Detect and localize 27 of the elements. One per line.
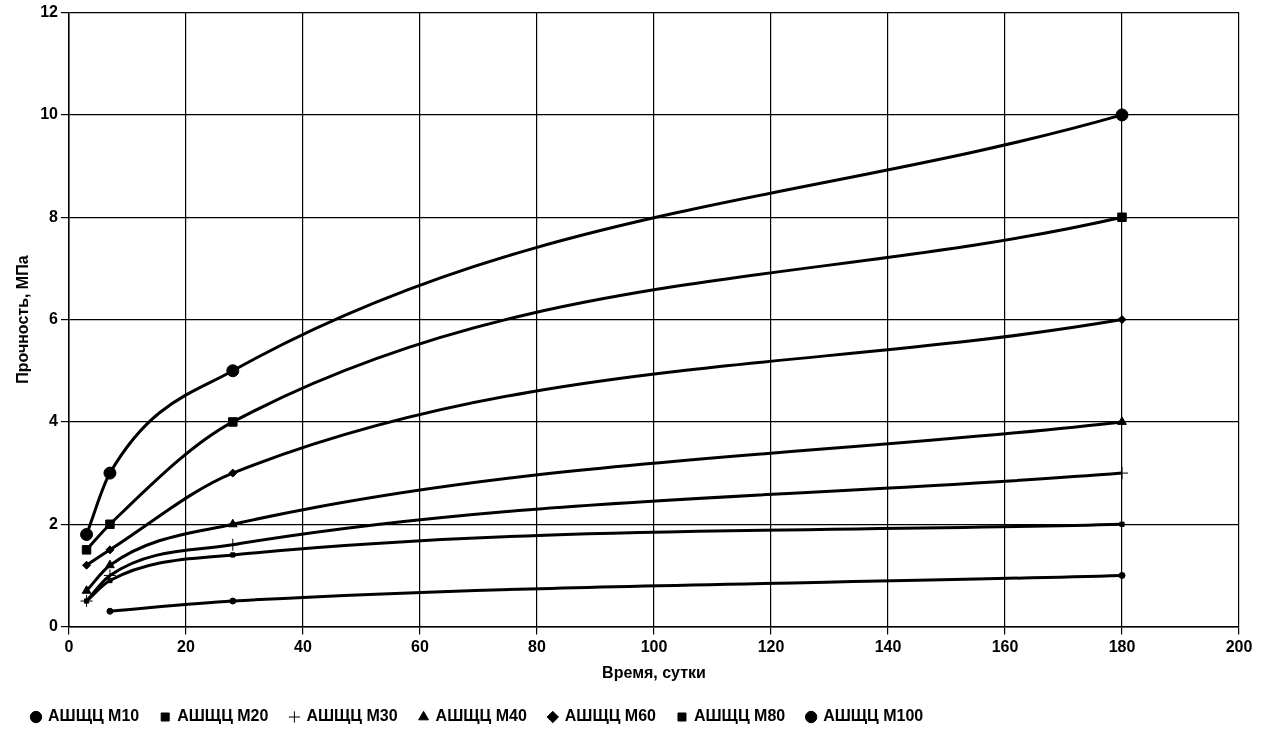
x-tick-label: 80 bbox=[528, 637, 546, 655]
x-tick-label: 20 bbox=[177, 637, 195, 655]
legend-label: АШЩЦ М30 bbox=[306, 707, 398, 725]
y-axis-title: Прочность, МПа bbox=[14, 255, 32, 384]
y-tick-label: 10 bbox=[40, 105, 59, 123]
y-tick-label: 2 bbox=[49, 514, 59, 532]
y-tick-label: 8 bbox=[49, 207, 59, 225]
legend-label: АШЩЦ М60 bbox=[564, 707, 657, 725]
legend-label: АШЩЦ М10 bbox=[48, 707, 140, 725]
x-tick-label: 100 bbox=[640, 637, 668, 655]
y-tick-label: 0 bbox=[49, 617, 59, 635]
x-tick-label: 180 bbox=[1108, 637, 1136, 655]
x-tick-label: 0 bbox=[64, 637, 74, 655]
x-tick-label: 200 bbox=[1225, 637, 1253, 655]
x-tick-label: 120 bbox=[757, 637, 785, 655]
x-tick-label: 160 bbox=[991, 637, 1019, 655]
y-tick-label: 12 bbox=[40, 3, 59, 21]
legend-label: АШЩЦ М100 bbox=[823, 707, 924, 725]
y-tick-label: 4 bbox=[49, 412, 59, 430]
x-tick-label: 40 bbox=[294, 637, 312, 655]
x-axis-title: Время, сутки bbox=[602, 663, 706, 681]
legend-label: АШЩЦ М80 bbox=[693, 707, 786, 725]
x-tick-label: 140 bbox=[874, 637, 902, 655]
x-tick-label: 60 bbox=[411, 637, 429, 655]
legend-label: АШЩЦ М20 bbox=[177, 707, 269, 725]
y-tick-label: 6 bbox=[49, 310, 59, 328]
legend-label: АШЩЦ М40 bbox=[435, 707, 527, 725]
